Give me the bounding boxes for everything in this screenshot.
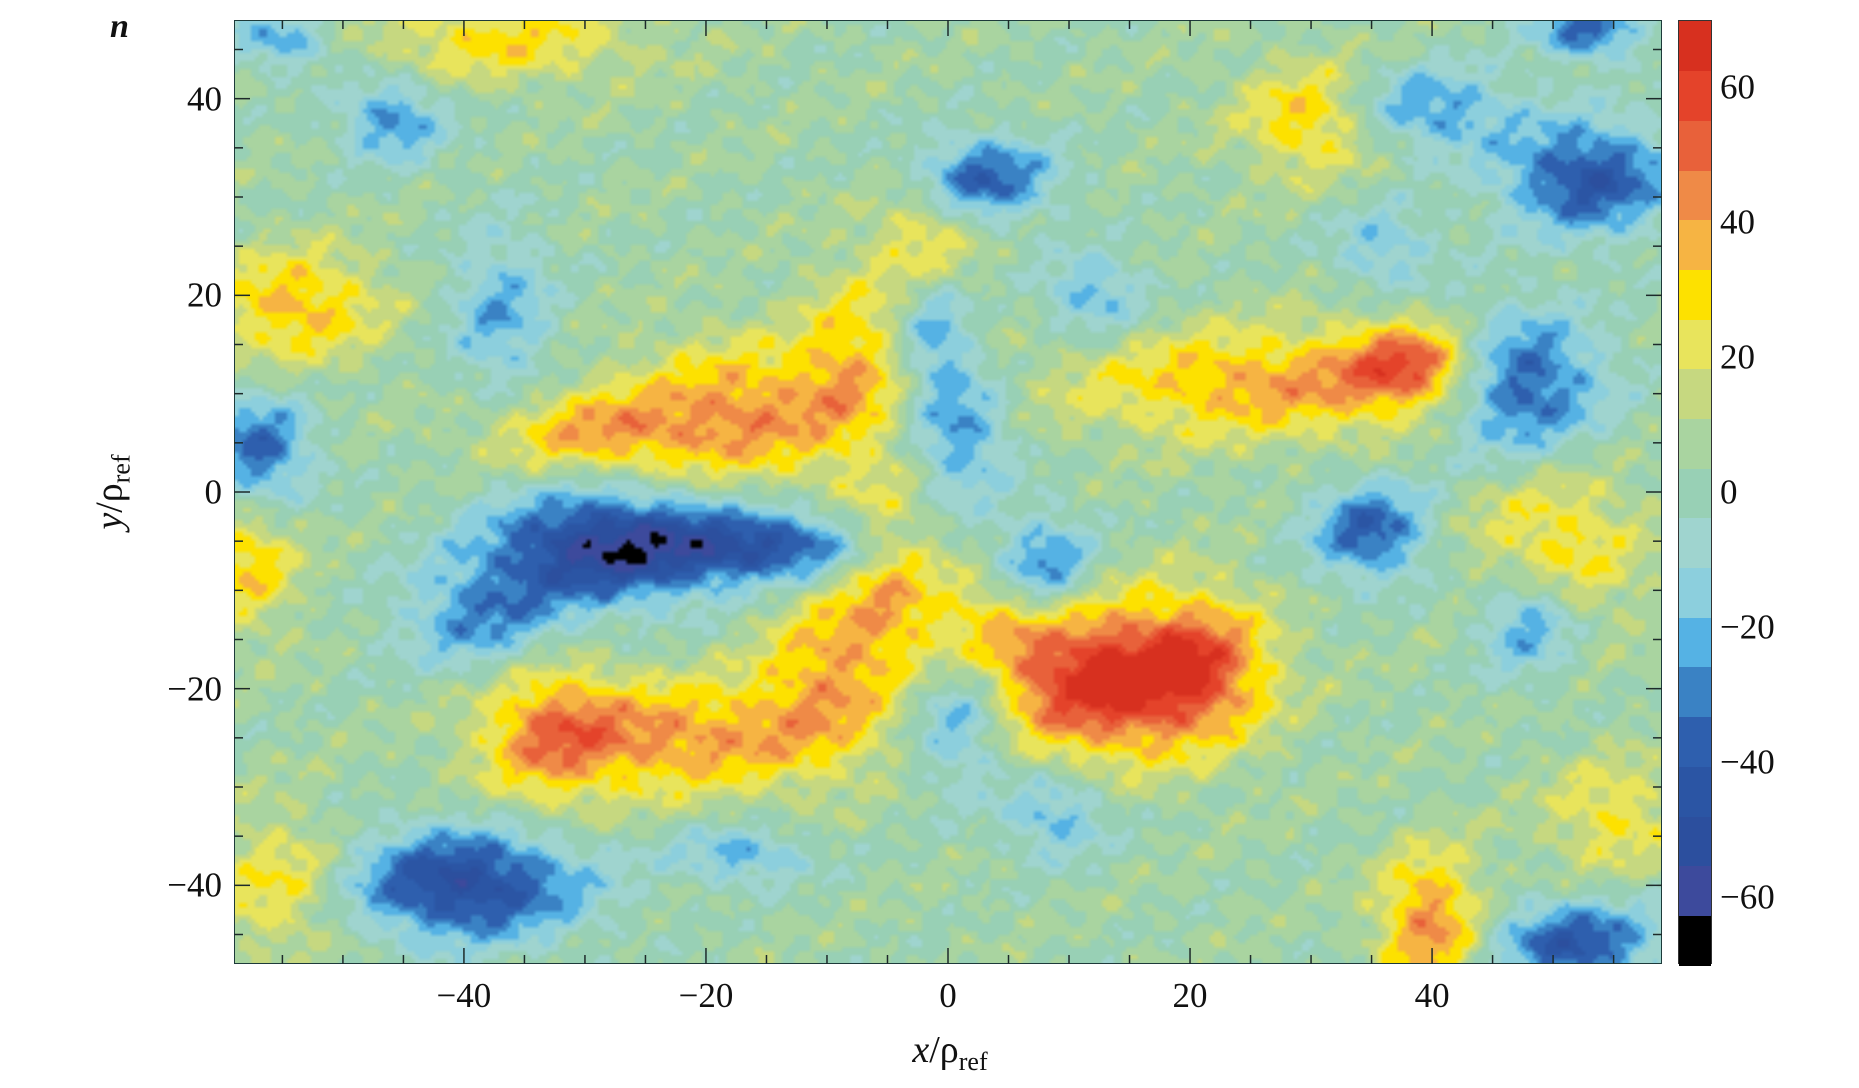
y-tick-label: 20 <box>187 275 222 315</box>
y-tick-label: −40 <box>167 865 222 905</box>
y-tick-label: 40 <box>187 79 222 119</box>
colorbar-level-band <box>1679 368 1711 420</box>
y-tick-label: −20 <box>167 669 222 709</box>
colorbar-level-band <box>1679 517 1711 569</box>
x-tick-label: 0 <box>939 976 957 1015</box>
colorbar-level-band <box>1679 865 1711 916</box>
colorbar-tick-label: 0 <box>1720 472 1738 512</box>
colorbar-level-band <box>1679 617 1711 668</box>
plot-title: n <box>110 8 129 45</box>
colorbar-level-band <box>1679 120 1711 171</box>
colorbar-level-band <box>1679 567 1711 618</box>
colorbar-level-band <box>1679 418 1711 469</box>
x-axis-label: x/ρref <box>912 1029 988 1076</box>
colorbar-level-band <box>1679 269 1711 320</box>
colorbar-tick-label: 60 <box>1720 67 1755 107</box>
density-contour-field <box>235 21 1661 963</box>
colorbar <box>1678 20 1712 966</box>
colorbar-tick-label: 40 <box>1720 202 1755 242</box>
y-tick-label: 0 <box>204 472 223 512</box>
contour-plot-area <box>234 20 1662 964</box>
x-tick-label: 20 <box>1172 976 1208 1015</box>
colorbar-level-band <box>1679 219 1711 271</box>
colorbar-level-band <box>1679 468 1711 519</box>
colorbar-level-band <box>1679 915 1711 966</box>
colorbar-level-band <box>1679 70 1711 121</box>
x-tick-label: 40 <box>1414 976 1450 1015</box>
colorbar-level-band <box>1679 666 1711 718</box>
colorbar-level-band <box>1679 815 1711 867</box>
colorbar-level-band <box>1679 21 1711 72</box>
y-axis-label: y/ρref <box>88 454 136 530</box>
colorbar-level-band <box>1679 766 1711 817</box>
colorbar-tick-label: −20 <box>1720 607 1775 647</box>
x-tick-label: −40 <box>436 976 492 1015</box>
colorbar-level-band <box>1679 716 1711 767</box>
colorbar-tick-label: −60 <box>1720 877 1775 917</box>
colorbar-tick-label: −40 <box>1720 742 1775 782</box>
colorbar-level-band <box>1679 319 1711 370</box>
colorbar-level-band <box>1679 170 1711 221</box>
x-tick-label: −20 <box>678 976 734 1015</box>
colorbar-tick-label: 20 <box>1720 337 1755 377</box>
